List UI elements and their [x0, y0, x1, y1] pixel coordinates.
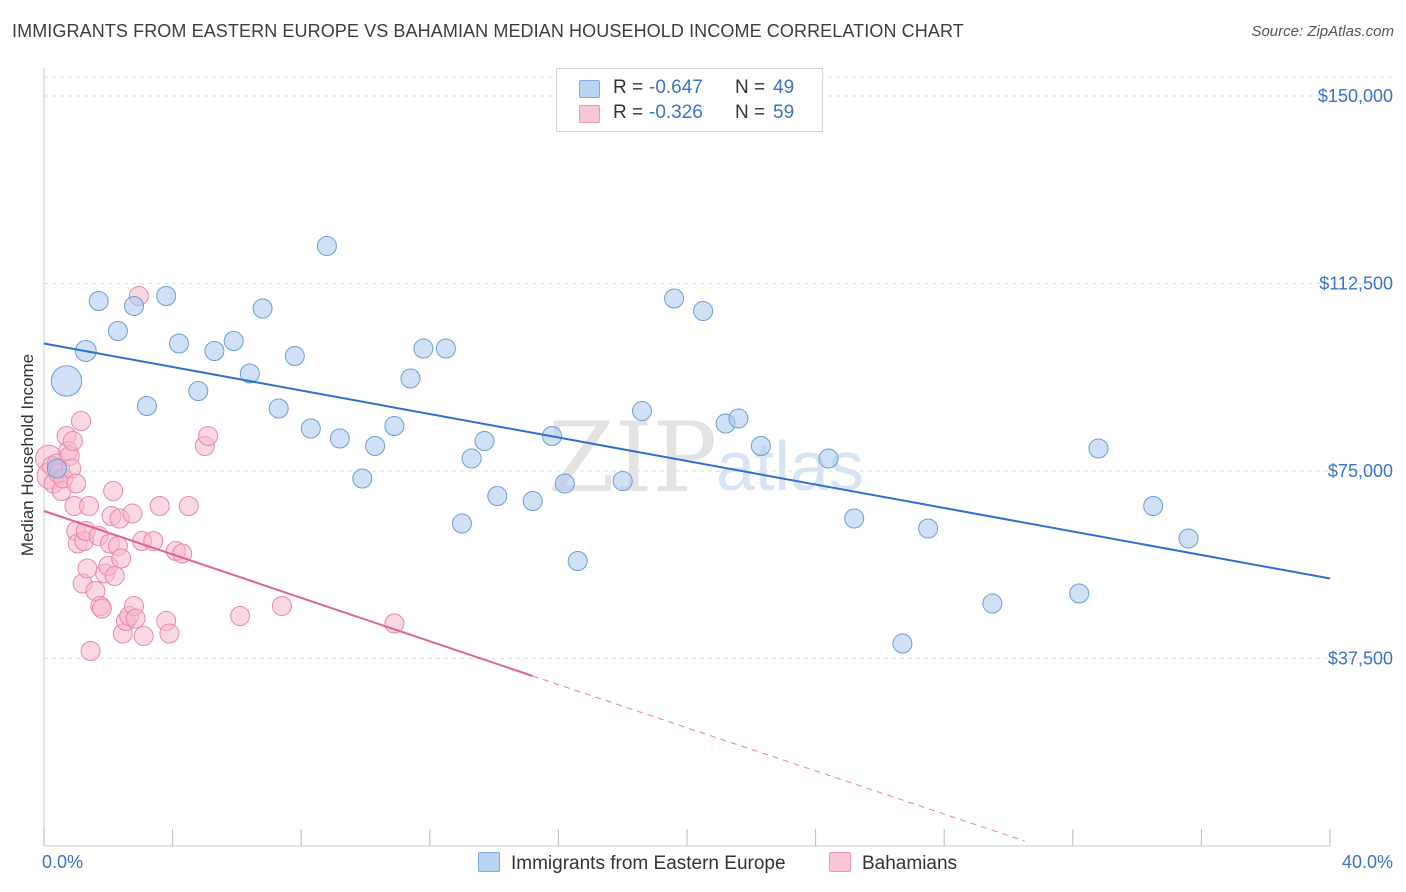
eastern-europe-point	[632, 401, 652, 421]
eastern-europe-point	[316, 236, 337, 256]
bahamian-point	[149, 496, 170, 516]
eastern-europe-point	[365, 436, 386, 456]
bahamian-point	[77, 558, 98, 579]
bahamian-point	[271, 596, 292, 616]
eastern-europe-point	[384, 416, 405, 436]
legend-r-value: -0.647	[649, 77, 703, 98]
bahamian-point	[125, 608, 146, 629]
eastern-europe-point	[693, 301, 714, 321]
eastern-europe-point	[169, 333, 189, 354]
source-note: Source: ZipAtlas.com	[1251, 23, 1394, 40]
eastern-europe-point	[188, 381, 209, 401]
bahamian-point	[71, 411, 91, 431]
legend-r-label: R =	[613, 102, 644, 123]
series-name-eastern-europe: Immigrants from Eastern Europe	[511, 853, 786, 874]
eastern-europe-point	[522, 491, 543, 511]
x-tick-label-min: 0.0%	[42, 852, 83, 872]
eastern-europe-point	[1088, 438, 1109, 459]
eastern-europe-point	[124, 296, 144, 316]
bahamian-point	[133, 626, 154, 646]
bahamian-point	[103, 481, 124, 501]
eastern-europe-point	[664, 288, 685, 309]
bahamian-point	[230, 606, 251, 626]
bahamian-point	[198, 426, 218, 446]
watermark-zip: ZIP	[548, 402, 717, 514]
bahamian-point	[80, 641, 101, 661]
eastern-europe-point	[892, 633, 913, 654]
series-legend-eastern-europe: Immigrants from Eastern Europe	[478, 852, 786, 875]
eastern-europe-point	[474, 431, 495, 451]
bahamian-trendline-extrapolated	[532, 675, 1025, 842]
legend-n-label: N =	[735, 102, 766, 123]
eastern-europe-point	[284, 346, 305, 366]
eastern-europe-point	[300, 418, 321, 439]
eastern-europe-point	[818, 448, 839, 469]
bahamian-point	[111, 548, 132, 569]
series-swatch-pink	[829, 852, 851, 872]
eastern-europe-point	[400, 368, 421, 389]
bahamian-point	[178, 496, 199, 516]
series-legend-bahamians: Bahamians	[829, 852, 957, 875]
eastern-europe-point	[487, 486, 508, 506]
eastern-europe-point	[223, 331, 244, 351]
eastern-europe-point	[1178, 528, 1199, 549]
eastern-europe-point	[982, 593, 1003, 614]
points-layer	[35, 236, 1199, 661]
eastern-europe-point	[46, 458, 67, 479]
chart-title: IMMIGRANTS FROM EASTERN EUROPE VS BAHAMI…	[12, 21, 964, 41]
eastern-europe-trendline	[43, 342, 1331, 580]
eastern-europe-point	[204, 341, 225, 361]
trend-layer	[43, 342, 1331, 842]
eastern-europe-point	[413, 338, 434, 359]
eastern-europe-point	[50, 365, 83, 397]
bahamian-point	[66, 473, 87, 494]
legend-r-label: R =	[613, 77, 644, 98]
eastern-europe-point	[461, 448, 482, 469]
x-tick-label-max: 40.0%	[1342, 852, 1393, 872]
eastern-europe-point	[107, 321, 128, 341]
eastern-europe-point	[567, 551, 588, 571]
bahamian-point	[62, 431, 83, 451]
eastern-europe-point	[1143, 496, 1164, 516]
legend-r-value: -0.326	[649, 102, 703, 123]
eastern-europe-point	[728, 408, 749, 429]
eastern-europe-point	[252, 298, 273, 319]
watermark-atlas: atlas	[716, 427, 864, 505]
eastern-europe-point	[268, 398, 289, 419]
legend-swatch-blue	[579, 80, 600, 98]
y-tick-label: $37,500	[1328, 649, 1393, 669]
eastern-europe-point	[844, 508, 865, 529]
eastern-europe-point	[156, 286, 177, 306]
correlation-legend: R = -0.647 N = 49 R = -0.326 N = 59	[556, 68, 823, 132]
bahamian-point	[79, 496, 99, 516]
bahamian-point	[159, 623, 180, 644]
watermark: ZIP atlas	[548, 402, 864, 514]
eastern-europe-point	[88, 291, 109, 311]
bahamian-point	[91, 598, 112, 619]
bahamian-trendline	[43, 510, 533, 677]
y-tick-label: $112,500	[1319, 274, 1393, 294]
eastern-europe-point	[136, 396, 157, 416]
eastern-europe-point	[239, 363, 260, 384]
bahamian-point	[104, 566, 125, 586]
eastern-europe-point	[352, 468, 373, 489]
eastern-europe-point	[451, 513, 472, 534]
legend-swatch-pink	[579, 105, 600, 123]
eastern-europe-point	[554, 473, 575, 494]
bahamian-point	[122, 503, 143, 524]
eastern-europe-point	[750, 436, 771, 456]
series-swatch-blue	[478, 852, 500, 872]
series-name-bahamians: Bahamians	[862, 853, 958, 874]
legend-n-label: N =	[735, 77, 766, 98]
y-tick-label: $150,000	[1318, 86, 1393, 106]
legend-n-value: 49	[773, 77, 795, 98]
eastern-europe-point	[329, 428, 350, 449]
y-tick-label: $75,000	[1328, 461, 1393, 481]
eastern-europe-point	[435, 338, 456, 359]
eastern-europe-point	[1069, 583, 1090, 604]
eastern-europe-point	[918, 518, 939, 539]
legend-n-value: 59	[773, 102, 795, 123]
eastern-europe-point	[612, 471, 633, 491]
